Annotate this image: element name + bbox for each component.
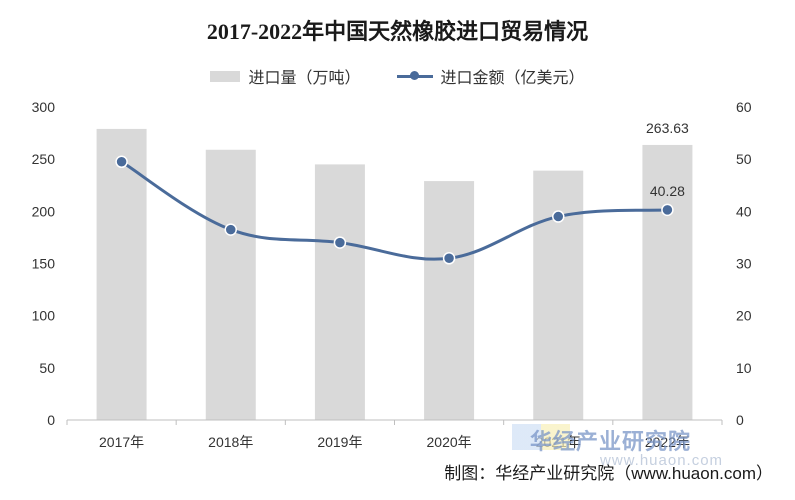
bar-0 [96, 128, 147, 420]
y-left-tick-label-2: 100 [32, 308, 56, 324]
legend-bar-swatch [210, 70, 241, 82]
watermark-logo [512, 424, 570, 450]
x-tick-label-1: 2018年 [208, 434, 253, 450]
line-point-3 [442, 252, 456, 265]
line-point-2 [333, 236, 347, 249]
chart-title: 2017-2022年中国天然橡胶进口贸易情况 [206, 19, 589, 44]
y-right-tick-label-5: 50 [736, 151, 752, 167]
y-right-tick-label-1: 10 [736, 360, 752, 376]
x-tick-label-3: 2020年 [427, 434, 472, 450]
chart-legend: 进口量（万吨） 进口金额（亿美元） [0, 64, 795, 88]
line-point-1 [224, 223, 237, 236]
watermark-text: 华经产业研究院 [530, 429, 692, 454]
chart-source-note: 制图：华经产业研究院（www.huaon.com） [444, 464, 773, 483]
x-tick-label-5: 2022年 [645, 434, 690, 450]
y-right-tick-label-6: 60 [736, 99, 752, 115]
y-left-tick-label-3: 150 [32, 256, 56, 272]
line-series-path [120, 160, 668, 261]
watermark-url: www.huaon.com [600, 452, 724, 469]
y-left-tick-label-6: 300 [32, 99, 56, 115]
y-right-tick-label-4: 40 [736, 203, 752, 219]
line-data-label: 40.28 [650, 183, 685, 199]
y-left-tick-label-4: 200 [32, 203, 56, 219]
line-point-0 [115, 155, 128, 169]
y-left-tick-label-1: 50 [39, 360, 55, 376]
bar-5 [642, 144, 693, 420]
y-left-tick-label-5: 250 [32, 151, 56, 167]
bar-2 [314, 164, 365, 420]
line-point-5 [661, 203, 674, 217]
bar-3 [424, 181, 475, 420]
legend-item-value: 进口金额（亿美元） [396, 64, 585, 88]
x-tick-label-2: 2019年 [317, 434, 362, 450]
y-right-tick-label-2: 20 [736, 308, 752, 324]
y-right-tick-label-0: 0 [736, 412, 744, 428]
legend-label-value: 进口金额（亿美元） [440, 70, 585, 87]
y-right-tick-label-3: 30 [736, 256, 752, 272]
bar-4 [533, 170, 584, 420]
legend-line-swatch [396, 70, 433, 82]
legend-label-volume: 进口量（万吨） [248, 70, 361, 87]
y-left-tick-label-0: 0 [47, 412, 55, 428]
bar-data-label: 263.63 [646, 120, 689, 136]
bar-1 [205, 149, 256, 420]
x-tick-label-0: 2017年 [99, 434, 144, 450]
line-point-4 [552, 210, 565, 223]
legend-item-volume: 进口量（万吨） [210, 64, 361, 88]
